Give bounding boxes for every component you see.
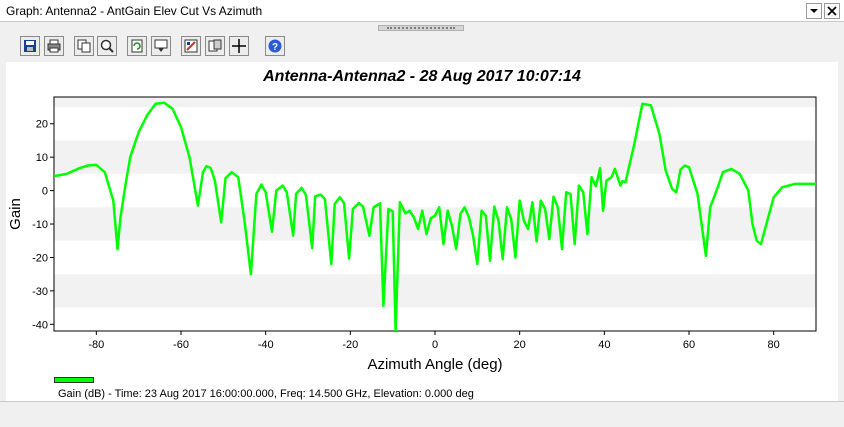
x-tick-label: -40 bbox=[258, 339, 274, 351]
layout-button[interactable] bbox=[205, 36, 225, 56]
crosshair-icon bbox=[232, 39, 246, 53]
crosshair-button[interactable] bbox=[229, 36, 249, 56]
layout-icon bbox=[208, 39, 222, 52]
grid-band bbox=[54, 274, 816, 308]
grid-band bbox=[54, 207, 816, 241]
x-tick-label: 0 bbox=[432, 339, 438, 351]
window-title: Graph: Antenna2 - AntGain Elev Cut Vs Az… bbox=[6, 4, 263, 18]
y-tick-label: -40 bbox=[32, 319, 48, 331]
legend-swatch bbox=[54, 377, 94, 383]
x-tick-label: -60 bbox=[173, 339, 189, 351]
print-icon bbox=[47, 39, 61, 53]
copy-icon bbox=[77, 39, 91, 53]
zoom-button[interactable] bbox=[97, 36, 117, 56]
chart-title: Antenna-Antenna2 - 28 Aug 2017 10:07:14 bbox=[263, 68, 581, 85]
y-tick-label: -30 bbox=[32, 286, 48, 298]
status-bar bbox=[0, 401, 844, 427]
svg-text:?: ? bbox=[272, 42, 278, 53]
x-tick-label: 80 bbox=[768, 339, 780, 351]
y-tick-label: 20 bbox=[36, 119, 48, 131]
properties-icon bbox=[184, 39, 198, 53]
print-button[interactable] bbox=[44, 36, 64, 56]
gain-chart: 20 10 0 -10 -20 -30 -40 -80 -60 -40 -20 0 20 40 60 80 Az… bbox=[7, 96, 817, 373]
y-tick-label: 10 bbox=[36, 152, 48, 164]
x-tick-label: 60 bbox=[683, 339, 695, 351]
grid-band bbox=[54, 97, 816, 108]
grid-band bbox=[54, 107, 816, 141]
x-axis-label: Azimuth Angle (deg) bbox=[367, 356, 502, 373]
refresh-icon bbox=[131, 39, 143, 53]
x-tick-label: 40 bbox=[598, 339, 610, 351]
grip-dots bbox=[387, 27, 455, 29]
zoom-icon bbox=[100, 39, 114, 53]
properties-button[interactable] bbox=[181, 36, 201, 56]
help-button[interactable]: ? bbox=[265, 36, 285, 56]
window-titlebar: Graph: Antenna2 - AntGain Elev Cut Vs Az… bbox=[0, 0, 844, 22]
refresh-button[interactable] bbox=[127, 36, 147, 56]
y-tick-label: -10 bbox=[32, 219, 48, 231]
help-icon: ? bbox=[268, 39, 282, 53]
grid-band bbox=[54, 173, 816, 208]
save-button[interactable] bbox=[20, 36, 40, 56]
x-tick-label: -20 bbox=[342, 339, 358, 351]
dropdown-icon[interactable] bbox=[806, 3, 822, 19]
x-tick-label: 20 bbox=[514, 339, 526, 351]
close-icon[interactable] bbox=[824, 3, 840, 19]
grid-band bbox=[54, 307, 816, 331]
export-button[interactable] bbox=[151, 36, 171, 56]
x-tick-label: -80 bbox=[88, 339, 104, 351]
grid-band bbox=[54, 140, 816, 174]
y-tick-label: -20 bbox=[32, 252, 48, 264]
chart-panel: Antenna-Antenna2 - 28 Aug 2017 10:07:14 … bbox=[6, 62, 838, 401]
y-axis-label: Gain bbox=[7, 198, 24, 230]
series-line-gain bbox=[54, 101, 816, 331]
copy-button[interactable] bbox=[74, 36, 94, 56]
legend-label: Gain (dB) - Time: 23 Aug 2017 16:00:00.0… bbox=[58, 388, 474, 400]
y-tick-label: 0 bbox=[42, 186, 48, 198]
grid-band bbox=[54, 240, 816, 275]
collapse-toolbar-handle[interactable] bbox=[378, 25, 464, 31]
graph-toolbar: ? bbox=[0, 32, 844, 60]
export-icon bbox=[154, 39, 168, 52]
save-icon bbox=[24, 40, 36, 52]
